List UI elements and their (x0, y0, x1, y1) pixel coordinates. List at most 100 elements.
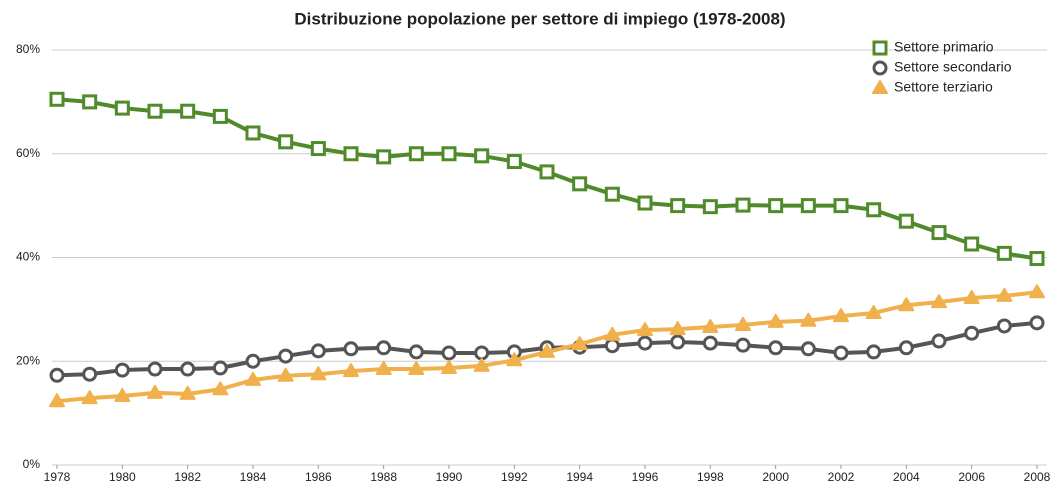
marker (245, 125, 261, 141)
marker (212, 381, 229, 396)
marker (735, 197, 751, 213)
x-tick-label: 2006 (958, 470, 985, 484)
marker (114, 388, 131, 403)
y-tick-label: 20% (16, 353, 40, 367)
marker (441, 146, 457, 162)
marker (277, 367, 294, 382)
marker (441, 345, 457, 361)
marker (637, 322, 653, 337)
marker (767, 313, 784, 328)
marker (278, 134, 294, 150)
marker (278, 348, 294, 364)
legend-marker (872, 40, 888, 56)
legend-marker (872, 80, 888, 94)
marker (180, 361, 196, 377)
marker (408, 146, 424, 162)
marker (964, 236, 980, 252)
marker (865, 305, 882, 320)
marker (49, 91, 65, 107)
marker (310, 141, 326, 157)
y-tick-label: 80% (16, 42, 40, 56)
marker (768, 340, 784, 356)
marker (114, 362, 130, 378)
marker (800, 341, 816, 357)
marker (147, 103, 163, 119)
x-tick-label: 1994 (566, 470, 593, 484)
marker (996, 287, 1013, 302)
y-tick-label: 60% (16, 146, 40, 160)
marker (1029, 315, 1045, 331)
marker (1029, 284, 1045, 299)
marker (963, 289, 980, 304)
marker (473, 357, 490, 372)
marker (82, 366, 98, 382)
marker (637, 195, 653, 211)
x-tick-label: 1980 (109, 470, 136, 484)
marker (702, 199, 718, 215)
marker (572, 176, 588, 192)
x-tick-label: 1992 (501, 470, 528, 484)
marker (343, 363, 359, 378)
y-tick-label: 40% (16, 250, 40, 264)
marker (375, 361, 392, 376)
marker (866, 344, 882, 360)
marker (506, 154, 522, 170)
marker (866, 202, 882, 218)
legend-marker (872, 60, 888, 76)
x-tick-label: 1984 (240, 470, 267, 484)
marker (702, 319, 719, 334)
x-tick-label: 1998 (697, 470, 724, 484)
marker (833, 198, 849, 214)
marker (800, 312, 817, 327)
marker (81, 390, 98, 405)
marker (82, 94, 98, 110)
marker (180, 103, 196, 119)
marker (931, 333, 947, 349)
x-tick-label: 2000 (762, 470, 789, 484)
marker (245, 371, 261, 386)
marker (670, 198, 686, 214)
marker (637, 335, 653, 351)
marker (996, 245, 1012, 261)
marker (310, 343, 326, 359)
marker (833, 345, 849, 361)
marker (669, 321, 686, 336)
marker (964, 325, 980, 341)
marker (441, 359, 457, 374)
marker (310, 366, 327, 381)
x-tick-label: 2004 (893, 470, 920, 484)
marker (768, 198, 784, 214)
marker (1029, 251, 1045, 267)
marker (343, 341, 359, 357)
x-tick-label: 1978 (44, 470, 71, 484)
marker (604, 338, 620, 354)
marker (898, 340, 914, 356)
marker (49, 367, 65, 383)
marker (147, 361, 163, 377)
chart-title: Distribuzione popolazione per settore di… (294, 9, 785, 28)
marker (376, 149, 392, 165)
marker (539, 164, 555, 180)
legend-label: Settore terziario (894, 79, 993, 95)
legend-label: Settore primario (894, 39, 994, 55)
x-tick-label: 1986 (305, 470, 332, 484)
marker (212, 108, 228, 124)
marker (474, 345, 490, 361)
marker (898, 213, 914, 229)
marker (179, 385, 196, 400)
legend-label: Settore secondario (894, 59, 1012, 75)
marker (996, 318, 1012, 334)
marker (408, 361, 425, 376)
x-tick-label: 2008 (1024, 470, 1051, 484)
marker (833, 308, 849, 323)
x-tick-label: 1982 (174, 470, 201, 484)
marker (245, 353, 261, 369)
marker (931, 294, 947, 309)
marker (212, 360, 228, 376)
marker (539, 343, 555, 358)
marker (604, 326, 621, 341)
marker (147, 384, 163, 399)
x-tick-label: 1996 (632, 470, 659, 484)
marker (931, 225, 947, 241)
